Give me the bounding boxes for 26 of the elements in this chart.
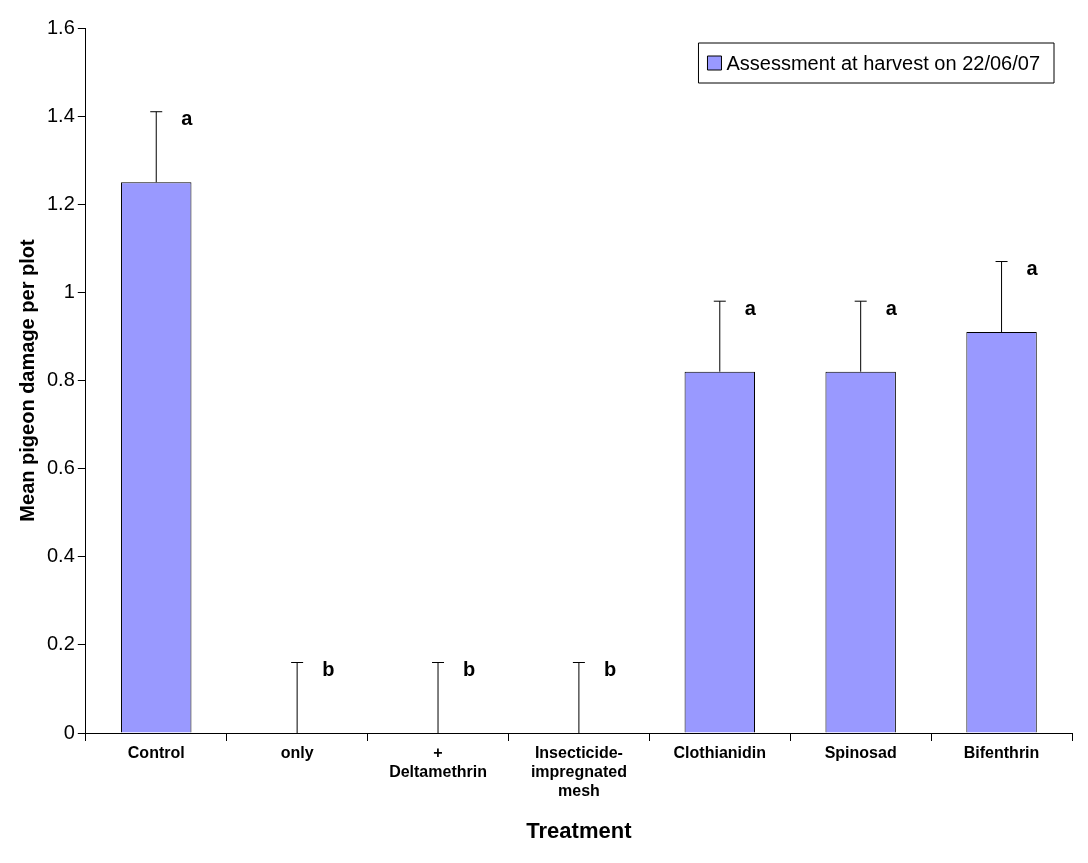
- annotation: b: [322, 658, 335, 681]
- y-tick-label: 0.2: [46, 632, 75, 655]
- x-tick-label: Clothianidin: [673, 744, 767, 762]
- x-tick-label: only: [280, 744, 314, 762]
- y-tick-label: 1.6: [46, 15, 75, 38]
- y-tick-label: 0.6: [46, 456, 75, 479]
- y-tick-label: 1.4: [46, 103, 75, 126]
- annotation: a: [181, 107, 194, 130]
- x-tick-label: + Deltamethrin: [389, 744, 487, 781]
- annotation: a: [885, 296, 898, 319]
- x-tick-label: Insecticide-impregnated mesh: [530, 744, 627, 800]
- annotation: a: [744, 296, 757, 319]
- annotation: a: [1026, 257, 1039, 280]
- y-tick-label: 0.4: [46, 544, 75, 567]
- y-tick-label: 0.8: [46, 368, 75, 391]
- annotation: b: [603, 658, 617, 681]
- y-tick-label: 1: [63, 279, 75, 302]
- legend-label: Assessment at harvest on 22/06/07: [726, 51, 1040, 74]
- x-tick-label: Bifenthrin: [963, 744, 1040, 762]
- x-tick-label: Spinosad: [824, 744, 897, 762]
- y-tick-label: 0: [63, 720, 75, 743]
- y-axis-title: Mean pigeon damage per plot: [15, 239, 38, 522]
- x-axis-title: Treatment: [526, 817, 633, 843]
- annotation: b: [463, 658, 476, 681]
- y-tick-label: 1.2: [46, 191, 75, 214]
- x-tick-label: Control: [127, 744, 185, 762]
